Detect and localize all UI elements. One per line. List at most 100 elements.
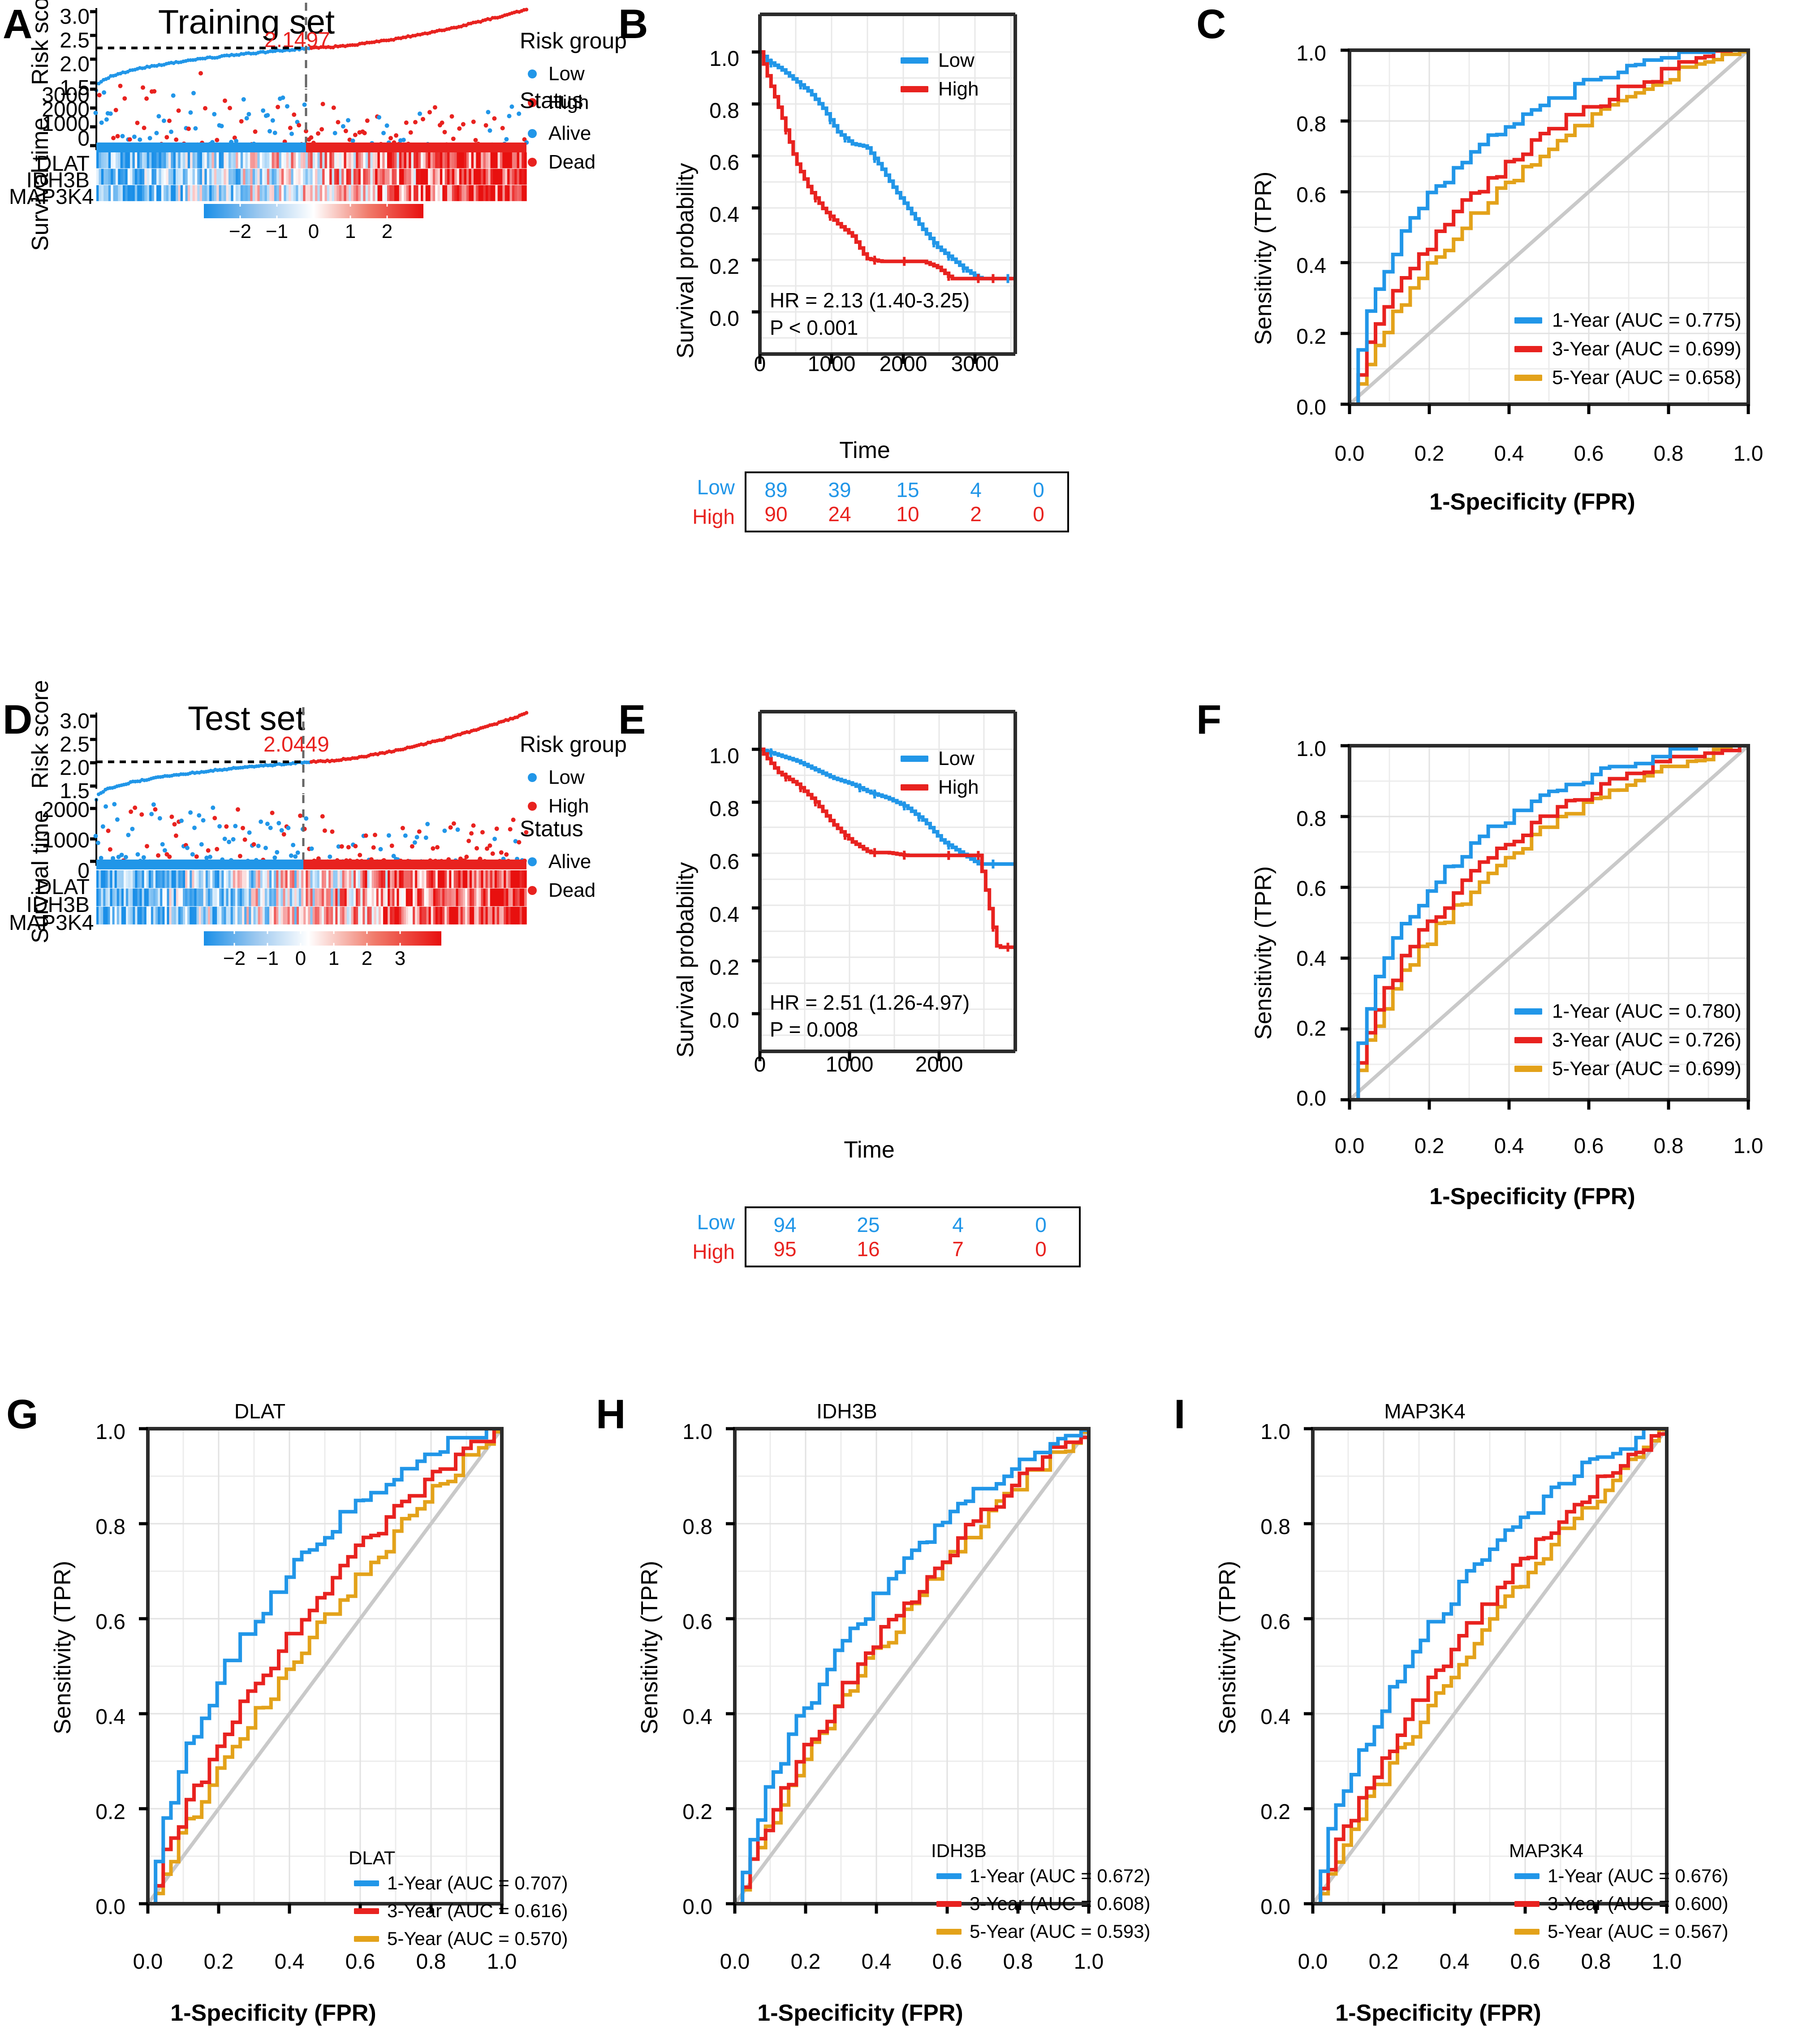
panel-d-risk-legend: Risk group Low High [520,731,627,824]
panel-b-ytick-0: 1.0 [709,47,739,71]
legend-item-3year-c[interactable]: 3-Year (AUC = 0.699) [1514,338,1742,360]
legend-item-high-d[interactable]: High [520,795,627,817]
panel-label-i: I [1174,1391,1186,1437]
risk-row-label-low-e: Low [697,1210,735,1234]
panel-g-ytick-2: 0.4 [95,1705,125,1729]
panel-f-xtick-5: 1.0 [1733,1134,1764,1158]
legend-item-1year-g[interactable]: 1-Year (AUC = 0.707) [354,1872,568,1894]
legend-item-low-a[interactable]: Low [520,63,627,85]
legend-item-1year-f[interactable]: 1-Year (AUC = 0.780) [1514,1000,1742,1023]
legend-item-3year-g[interactable]: 3-Year (AUC = 0.616) [354,1900,568,1922]
panel-b-risk-table: Low 89 39 15 4 0 High 90 24 10 2 0 [654,471,1069,532]
legend-item-high-a[interactable]: High [520,91,627,114]
panel-e-km-plot [752,710,1017,1061]
panel-b-ytick-3: 0.4 [709,203,739,227]
legend-item-alive-d[interactable]: Alive [520,851,595,873]
panel-d-cb-tick-1: −1 [256,947,279,969]
legend-item-1year-h[interactable]: 1-Year (AUC = 0.672) [936,1865,1151,1887]
panel-c-ytick-3: 0.6 [1296,183,1326,207]
panel-f-roc-plot [1341,744,1750,1110]
panel-d-cb-tick-3: 1 [328,947,340,969]
panel-c-xtick-2: 0.4 [1494,442,1524,466]
panel-a-risk-tick-1: 2.5 [60,29,90,52]
legend-item-low-e[interactable]: Low [901,748,979,770]
panel-h-title: IDH3B [816,1400,877,1423]
panel-f-ytick-0: 0.0 [1296,1087,1326,1111]
legend-label-alive-d: Alive [548,851,591,873]
legend-label-1year-f: 1-Year (AUC = 0.780) [1552,1000,1742,1022]
legend-item-1year-c[interactable]: 1-Year (AUC = 0.775) [1514,309,1742,332]
panel-h-ytick-0: 0.0 [682,1895,712,1919]
panel-i-ytick-3: 0.6 [1260,1610,1290,1634]
legend-item-5year-f[interactable]: 5-Year (AUC = 0.699) [1514,1058,1742,1080]
legend-title-status-a: Status [520,88,583,113]
legend-item-low-d[interactable]: Low [520,766,627,789]
panel-a-time-tick-3: 0 [78,127,90,151]
risk-cell-high-e-0: 95 [745,1237,824,1267]
panel-e-risk-table: Low 94 25 4 0 High 95 16 7 0 [653,1206,1081,1267]
panel-d-risk-tick-1: 2.5 [60,733,90,756]
panel-e-ytick-1: 0.8 [709,797,739,821]
risk-cell-low-e-2: 4 [913,1206,1003,1237]
panel-i-xtick-2: 0.4 [1439,1950,1470,1974]
panel-d-cb-tick-0: −2 [223,947,246,969]
legend-label-3year-g: 3-Year (AUC = 0.616) [387,1900,568,1921]
risk-cell-low-0: 89 [745,471,806,502]
legend-label-3year-h: 3-Year (AUC = 0.608) [970,1893,1151,1914]
legend-label-high-b: High [938,78,979,100]
panel-b-ytick-5: 0.0 [709,307,739,331]
legend-item-5year-g[interactable]: 5-Year (AUC = 0.570) [354,1928,568,1949]
legend-item-alive-a[interactable]: Alive [520,122,595,145]
legend-item-3year-h[interactable]: 3-Year (AUC = 0.608) [936,1893,1151,1914]
legend-item-high-e[interactable]: High [901,776,979,799]
panel-g-xtick-1: 0.2 [203,1950,234,1974]
panel-d-heatmap [96,870,527,925]
low-line-icon [901,756,928,762]
panel-e-p-text: P = 0.008 [770,1018,858,1041]
panel-i-ytick-4: 0.8 [1260,1515,1290,1539]
legend-label-high-a: High [548,91,589,113]
panel-c-xtick-0: 0.0 [1334,442,1365,466]
panel-label-a: A [3,1,33,47]
legend-item-3year-i[interactable]: 3-Year (AUC = 0.600) [1514,1893,1729,1914]
risk-table-row-low-e: Low 94 25 4 0 [653,1206,1081,1237]
risk-cell-high-e-2: 7 [913,1237,1003,1267]
risk-table-row-high-e: High 95 16 7 0 [653,1237,1081,1267]
legend-label-high-e: High [938,776,979,798]
panel-c-ytick-4: 0.8 [1296,112,1326,136]
legend-label-1year-h: 1-Year (AUC = 0.672) [970,1865,1151,1886]
panel-d-status-legend: Status Alive Dead [520,816,595,908]
panel-f-xtick-3: 0.6 [1574,1134,1604,1158]
legend-item-5year-h[interactable]: 5-Year (AUC = 0.593) [936,1921,1151,1942]
panel-c-ytick-1: 0.2 [1296,325,1326,349]
legend-item-low-b[interactable]: Low [901,49,979,72]
oneyear-line-icon [1514,317,1542,324]
alive-dot-icon [528,129,537,138]
panel-g-xtick-2: 0.4 [274,1950,305,1974]
legend-item-5year-i[interactable]: 5-Year (AUC = 0.567) [1514,1921,1729,1942]
panel-a-riskscore-plot [90,3,529,92]
panel-c-legend: 1-Year (AUC = 0.775) 3-Year (AUC = 0.699… [1514,309,1742,395]
legend-label-alive-a: Alive [548,122,591,144]
risk-cell-high-1: 24 [806,502,874,532]
panel-g-ytick-0: 0.0 [95,1895,125,1919]
legend-item-3year-f[interactable]: 3-Year (AUC = 0.726) [1514,1029,1742,1051]
risk-cell-high-2: 10 [874,502,942,532]
dead-dot-icon [528,158,537,167]
legend-item-5year-c[interactable]: 5-Year (AUC = 0.658) [1514,367,1742,389]
panel-a-survivaltime-plot [90,71,529,154]
panel-e-hr-text: HR = 2.51 (1.26-4.97) [770,991,970,1014]
high-dot-icon [528,98,537,107]
risk-cell-low-3: 4 [942,471,1010,502]
panel-g-legend-title: DLAT [349,1847,396,1868]
panel-i-xtick-0: 0.0 [1298,1950,1328,1974]
legend-item-1year-i[interactable]: 1-Year (AUC = 0.676) [1514,1865,1729,1887]
legend-item-high-b[interactable]: High [901,78,979,100]
legend-title-risk-group-a: Risk group [520,28,627,53]
legend-item-dead-d[interactable]: Dead [520,879,595,902]
panel-h-xlabel: 1-Specificity (FPR) [757,2000,963,2026]
panel-f-ytick-4: 0.8 [1296,807,1326,831]
legend-label-1year-i: 1-Year (AUC = 0.676) [1548,1865,1729,1886]
panel-d-gene-label-1: IDH3B [26,893,90,917]
legend-item-dead-a[interactable]: Dead [520,151,595,173]
